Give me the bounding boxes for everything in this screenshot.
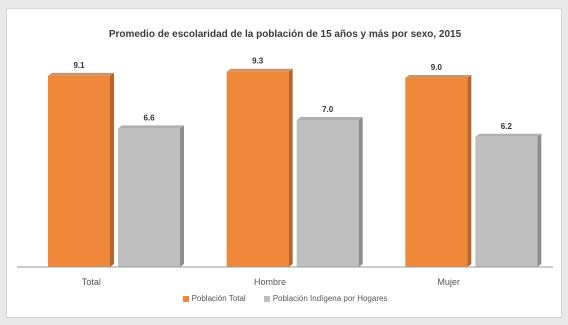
data-label-2-0: 9.0 — [431, 63, 443, 72]
bar-top-1-1 — [296, 117, 363, 120]
chart-legend: Población Total Población Indígena por Ho… — [7, 294, 563, 303]
data-label-0-0: 9.1 — [73, 61, 85, 70]
bar-side-0-1 — [180, 125, 184, 268]
chart-frame: Promedio de escolaridad de la población … — [6, 8, 562, 318]
category-label-1: Hombre — [254, 277, 286, 287]
bar-total-series-2 — [118, 128, 180, 267]
bar-top-1-0 — [226, 68, 293, 72]
bar-total-series-1 — [48, 75, 110, 268]
bar-top-2-1 — [475, 133, 542, 137]
bar-top-2-0 — [405, 75, 472, 78]
bar-mujer-series-2 — [475, 136, 538, 267]
bar-top-0-0 — [48, 72, 114, 76]
bar-mujer-series-1 — [405, 78, 468, 267]
bar-chart: 9.1 6.6 Total 9.3 7.0 Hombre 9.0 6.2 Mujer — [17, 57, 553, 287]
data-label-1-1: 7.0 — [322, 105, 334, 114]
bar-side-0-0 — [110, 72, 114, 268]
bar-side-2-0 — [467, 75, 472, 267]
legend-item-1: Población Total — [182, 294, 246, 303]
bar-hombre-series-2 — [296, 120, 359, 267]
legend-item-2: Población Indígena por Hogares — [263, 294, 388, 303]
bar-hombre-series-1 — [226, 71, 289, 267]
category-label-2: Mujer — [437, 277, 460, 287]
chart-title: Promedio de escolaridad de la población … — [108, 29, 462, 40]
data-label-0-1: 6.6 — [143, 113, 155, 122]
bar-side-1-0 — [288, 68, 293, 267]
legend-swatch-2 — [263, 295, 270, 302]
category-label-0: Total — [82, 277, 101, 287]
bar-top-0-1 — [118, 125, 184, 129]
bar-side-2-1 — [537, 133, 542, 267]
legend-swatch-1 — [182, 295, 189, 302]
legend-label-2: Población Indígena por Hogares — [272, 294, 388, 303]
legend-label-1: Población Total — [191, 294, 246, 303]
bar-side-1-1 — [358, 117, 363, 267]
data-label-2-1: 6.2 — [501, 122, 513, 131]
data-label-1-0: 9.3 — [252, 57, 264, 66]
